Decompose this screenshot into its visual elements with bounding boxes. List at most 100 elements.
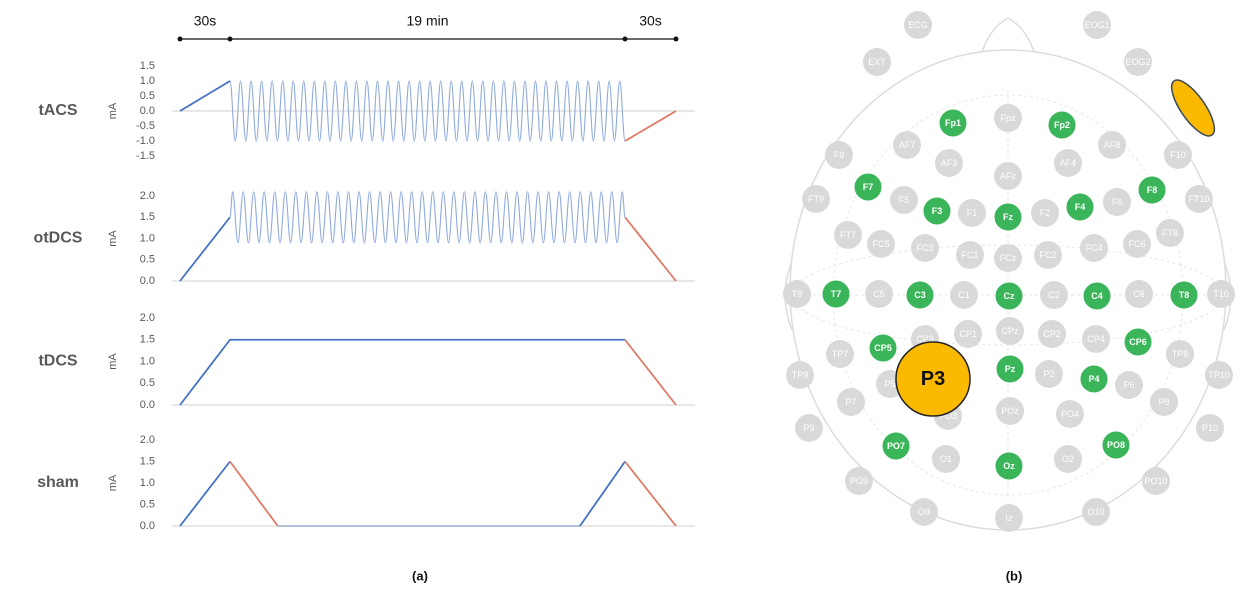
electrode-label: P10	[1202, 423, 1218, 433]
electrode-label: P2	[1043, 369, 1054, 379]
y-tick-label: 1.0	[140, 75, 155, 87]
electrode-label: AF7	[899, 140, 916, 150]
signal-line	[230, 192, 625, 243]
electrode-label: T7	[831, 289, 842, 299]
electrode-label: F1	[967, 208, 978, 218]
y-tick-label: 2.0	[140, 312, 155, 324]
figure: (a) (b) 30s19 min30stACSmA1.51.00.50.0-0…	[0, 0, 1239, 591]
electrode-label: T9	[792, 289, 803, 299]
electrode-label: Pz	[1005, 364, 1016, 374]
electrode-label: P3	[921, 368, 945, 390]
electrode-label: Oz	[1003, 461, 1015, 471]
signal-line	[625, 111, 676, 141]
caption: (a)	[412, 568, 428, 583]
signal-line	[625, 217, 676, 281]
electrode-label: P6	[1123, 380, 1134, 390]
electrode-label: AF4	[1060, 158, 1077, 168]
electrode-label: FT7	[840, 230, 856, 240]
electrode-label: CP1	[959, 329, 977, 339]
electrode-label: Cz	[1004, 291, 1015, 301]
electrode-label: F9	[834, 150, 845, 160]
electrode-label: CPz	[1001, 326, 1019, 336]
y-tick-label: 0.0	[140, 520, 155, 532]
electrode-label: FC4	[1085, 243, 1102, 253]
electrode-label: CP6	[1129, 337, 1147, 347]
y-tick-label: 1.5	[140, 334, 155, 346]
timeline-label: 30s	[639, 13, 662, 29]
electrode-label: P7	[845, 397, 856, 407]
electrode-label: FC2	[1039, 250, 1056, 260]
electrode-label: C2	[1048, 290, 1060, 300]
y-axis-label: mA	[107, 230, 119, 247]
electrode-label: FT10	[1188, 194, 1209, 204]
electrode-label: C4	[1091, 291, 1103, 301]
electrode-label: TP8	[1172, 349, 1189, 359]
y-tick-label: 2.0	[140, 190, 155, 202]
y-tick-label: 0.5	[140, 377, 155, 389]
y-tick-label: 0.0	[140, 105, 155, 117]
y-axis-label: mA	[107, 102, 119, 119]
electrode-label: CP5	[874, 343, 892, 353]
electrode-label: CP4	[1087, 334, 1105, 344]
electrode-label: F3	[932, 206, 943, 216]
timeline-label: 19 min	[406, 13, 448, 29]
electrode-label: FC6	[1128, 239, 1145, 249]
electrode-label: O9	[918, 507, 930, 517]
timeline-tick	[178, 37, 183, 42]
electrode-label: P5	[884, 379, 895, 389]
electrode-label: T10	[1213, 289, 1229, 299]
page: (a) (b) 30s19 min30stACSmA1.51.00.50.0-0…	[0, 0, 1239, 591]
y-tick-label: 1.5	[140, 455, 155, 467]
electrode-label: FCz	[1000, 253, 1017, 263]
electrode-label: F5	[899, 195, 910, 205]
electrode-label: EXT	[868, 57, 886, 67]
electrode-label: PO7	[887, 441, 905, 451]
electrode-label: O1	[940, 454, 952, 464]
electrode-label: C6	[1133, 289, 1145, 299]
electrode-label: C5	[873, 289, 885, 299]
electrode-label: P8	[1158, 397, 1169, 407]
electrode-label: F8	[1147, 185, 1158, 195]
electrode-label: F4	[1075, 202, 1086, 212]
y-tick-label: -0.5	[136, 120, 155, 132]
electrode-label: C1	[958, 290, 970, 300]
electrode-label: FT9	[808, 194, 824, 204]
chart-title: tDCS	[38, 353, 77, 370]
y-tick-label: -1.0	[136, 135, 155, 147]
signal-line	[625, 462, 676, 527]
y-tick-label: -1.5	[136, 150, 155, 162]
y-tick-label: 0.0	[140, 399, 155, 411]
timeline-tick	[623, 37, 628, 42]
electrode-label: FC1	[961, 250, 978, 260]
electrode-label: P9	[803, 423, 814, 433]
electrode-label: TP7	[832, 349, 849, 359]
electrode-label: TP9	[792, 370, 809, 380]
signal-line	[180, 462, 230, 527]
electrode-label: Fpz	[1000, 113, 1016, 123]
electrode-label: AF8	[1104, 140, 1121, 150]
electrode-label: POz	[1001, 406, 1019, 416]
y-tick-label: 0.5	[140, 254, 155, 266]
electrode-label: ECG	[908, 20, 928, 30]
caption: (b)	[1006, 568, 1023, 583]
electrode-label: F7	[863, 182, 874, 192]
signal-line	[180, 81, 230, 111]
electrode-label: PO10	[1144, 476, 1167, 486]
electrode-label: F6	[1112, 197, 1123, 207]
electrode-label: FC3	[916, 243, 933, 253]
y-axis-label: mA	[107, 353, 119, 370]
electrode-label: EOG2	[1125, 57, 1150, 67]
signal-line	[180, 340, 625, 405]
eog-electrode-patch	[1164, 74, 1222, 142]
electrode-label: P4	[1088, 374, 1099, 384]
y-tick-label: 1.5	[140, 60, 155, 72]
electrode-label: F2	[1040, 208, 1051, 218]
timeline-tick	[228, 37, 233, 42]
electrode-label: PO4	[1061, 409, 1079, 419]
electrode-label: Fz	[1003, 212, 1013, 222]
electrode-label: PO9	[850, 476, 868, 486]
electrode-label: AF3	[941, 158, 958, 168]
timeline-label: 30s	[194, 13, 217, 29]
y-tick-label: 1.5	[140, 211, 155, 223]
y-tick-label: 1.0	[140, 355, 155, 367]
